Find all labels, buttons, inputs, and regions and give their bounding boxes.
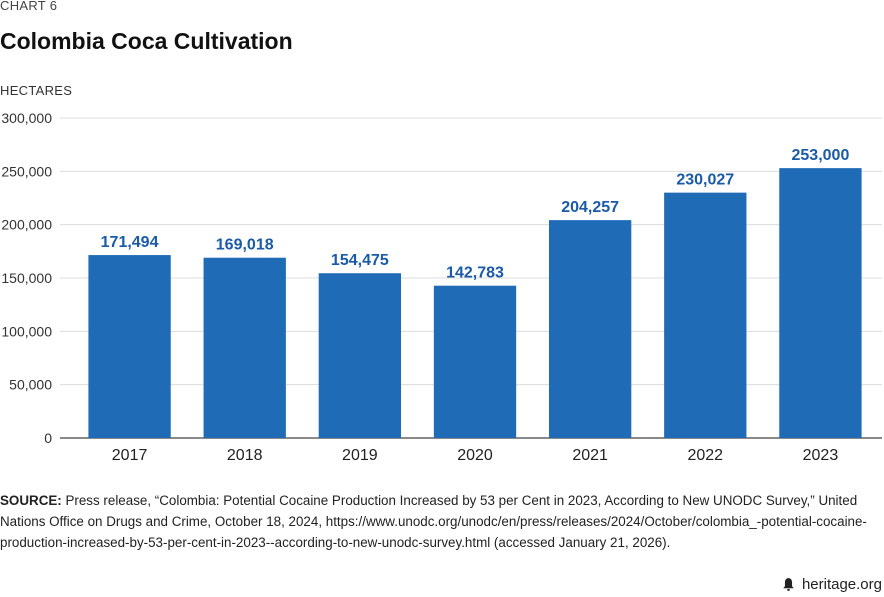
bar — [548, 220, 632, 438]
bar-chart: 0 50,000 100,000 150,000 200,000 250,000 300,0… — [1, 110, 882, 464]
data-label: 204,257 — [561, 199, 619, 216]
y-axis-unit-label: HECTARES — [0, 83, 73, 98]
y-tick-label: 100,000 — [1, 323, 52, 339]
y-tick-label: 300,000 — [1, 110, 52, 126]
bars — [88, 168, 862, 438]
data-label: 253,000 — [792, 147, 850, 164]
y-tick-label: 50,000 — [9, 377, 52, 393]
source-note: SOURCE: Press release, “Colombia: Potent… — [0, 490, 884, 553]
x-tick-label: 2021 — [572, 447, 608, 464]
bell-icon — [781, 577, 796, 592]
y-tick-label: 200,000 — [1, 217, 52, 233]
x-tick-label: 2020 — [457, 447, 493, 464]
y-tick-label: 150,000 — [1, 270, 52, 286]
x-axis-ticks: 2017 2018 2019 2020 2021 2022 2023 — [112, 447, 839, 464]
data-label: 230,027 — [676, 172, 734, 189]
bar — [433, 285, 517, 438]
bar — [318, 273, 402, 438]
brand: heritage.org — [781, 576, 882, 593]
data-label: 171,494 — [101, 234, 159, 251]
chart-kicker: CHART 6 — [0, 0, 58, 13]
bar — [88, 255, 171, 438]
data-label: 169,018 — [216, 237, 274, 254]
bar — [203, 257, 286, 438]
data-label: 154,475 — [331, 252, 389, 269]
x-tick-label: 2022 — [687, 447, 723, 464]
value-labels: 171,494 169,018 154,475 142,783 204,257 230,0… — [101, 147, 850, 282]
chart-title: Colombia Coca Cultivation — [0, 28, 293, 54]
y-tick-label: 250,000 — [1, 163, 52, 179]
data-label: 142,783 — [446, 265, 504, 282]
bar — [664, 192, 747, 438]
bar — [779, 168, 862, 438]
x-tick-label: 2018 — [227, 447, 263, 464]
brand-link[interactable]: heritage.org — [801, 576, 882, 593]
source-text: Press release, “Colombia: Potential Coca… — [0, 493, 867, 550]
y-axis-ticks: 0 50,000 100,000 150,000 200,000 250,000 300,0… — [1, 110, 52, 446]
x-tick-label: 2017 — [112, 447, 148, 464]
y-tick-label: 0 — [44, 430, 52, 446]
x-tick-label: 2023 — [803, 447, 839, 464]
x-tick-label: 2019 — [342, 447, 378, 464]
source-label: SOURCE: — [0, 493, 62, 508]
